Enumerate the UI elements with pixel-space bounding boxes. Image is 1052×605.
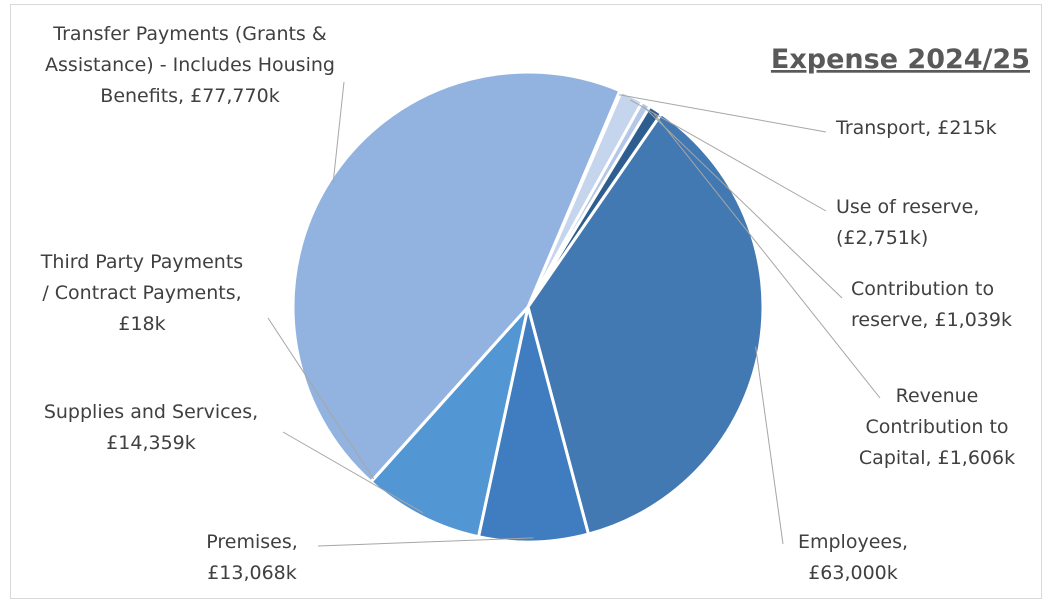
- pie-slice-4: [526, 111, 765, 536]
- leader-line-5: [317, 537, 534, 547]
- slice-label-line: Use of reserve,: [836, 196, 979, 218]
- slice-label-line: £13,068k: [207, 562, 297, 584]
- slice-label-line: reserve, £1,039k: [851, 309, 1012, 331]
- slice-label-line: Capital, £1,606k: [859, 447, 1015, 469]
- slice-label-line: £18k: [118, 313, 165, 335]
- slice-label-line: Supplies and Services,: [44, 401, 258, 423]
- slice-label-3: Revenue Contribution to Capital, £1,606k: [859, 385, 1015, 469]
- data-labels: Transport, £215k Use of reserve, (£2,751k)…: [40, 23, 1015, 584]
- slice-label-line: Contribution to: [851, 278, 994, 300]
- leader-line-7: [267, 317, 375, 480]
- slice-label-0: Transport, £215k: [835, 117, 997, 139]
- pie-slice-8: [291, 70, 622, 484]
- slice-label-1: Use of reserve, (£2,751k): [836, 196, 979, 249]
- leader-line-0: [618, 94, 827, 133]
- slice-label-line: Revenue: [896, 385, 979, 407]
- slice-label-line: Assistance) - Includes Housing: [45, 54, 335, 76]
- slice-label-line: (£2,751k): [836, 227, 928, 249]
- leader-line-8: [332, 81, 345, 184]
- slice-label-2: Contribution to reserve, £1,039k: [851, 278, 1012, 331]
- slice-label-4: Employees, £63,000k: [798, 531, 908, 584]
- slice-label-line: Premises,: [206, 531, 298, 553]
- slice-label-7: Third Party Payments / Contract Payments,…: [40, 251, 243, 335]
- leader-line-2: [643, 107, 843, 299]
- slice-label-line: Third Party Payments: [40, 251, 243, 273]
- slice-label-5: Premises, £13,068k: [206, 531, 298, 584]
- leader-line-6: [282, 431, 424, 514]
- leader-line-4: [755, 346, 784, 545]
- slice-label-line: £14,359k: [106, 432, 196, 454]
- slice-label-line: £63,000k: [808, 562, 898, 584]
- slice-label-line: Transfer Payments (Grants &: [52, 23, 327, 45]
- slice-label-line: Benefits, £77,770k: [100, 85, 279, 107]
- slice-label-line: Transport, £215k: [835, 117, 997, 139]
- leader-line-3: [653, 112, 881, 399]
- slice-label-8: Transfer Payments (Grants & Assistance) -…: [45, 23, 335, 107]
- slice-label-line: Employees,: [798, 531, 908, 553]
- chart-title: Expense 2024/25: [771, 44, 1030, 75]
- slice-label-6: Supplies and Services, £14,359k: [44, 401, 258, 454]
- slice-label-line: Contribution to: [865, 416, 1008, 438]
- slice-label-line: / Contract Payments,: [42, 282, 241, 304]
- leader-line-1: [630, 99, 827, 212]
- pie-slices: [291, 70, 765, 544]
- pie-slice-5: [476, 306, 591, 544]
- leader-lines: [267, 81, 881, 547]
